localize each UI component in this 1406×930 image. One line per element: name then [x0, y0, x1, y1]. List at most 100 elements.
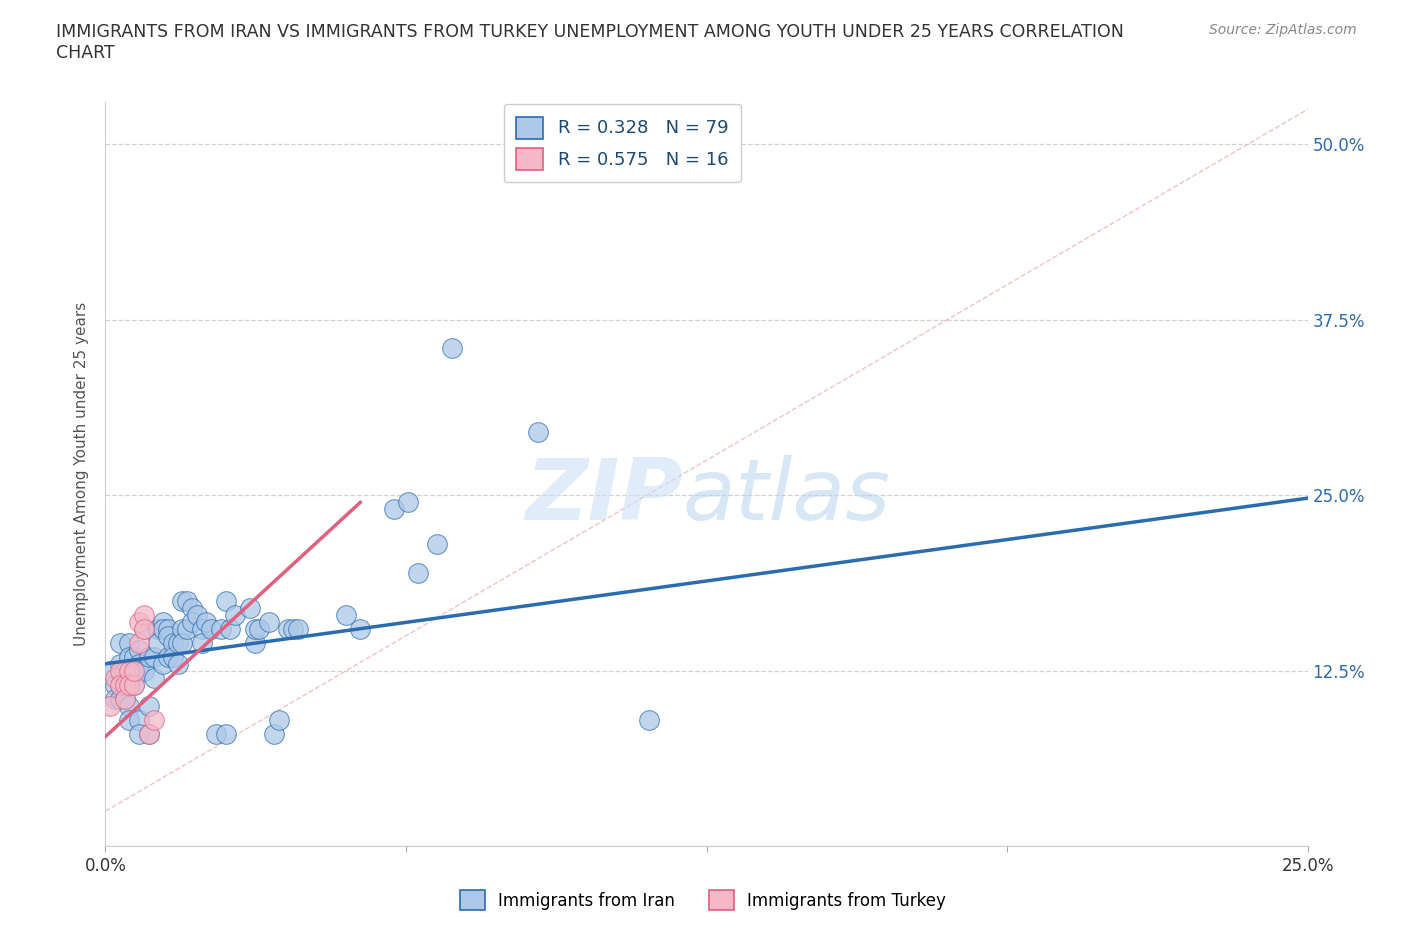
Point — [148, 635, 170, 650]
Point — [114, 692, 136, 707]
Point — [124, 677, 146, 692]
Point — [267, 712, 290, 727]
Point — [209, 621, 232, 636]
Point — [132, 621, 155, 636]
Point — [138, 726, 160, 741]
Point — [181, 600, 204, 615]
Point — [138, 726, 160, 741]
Point — [281, 621, 304, 636]
Point — [637, 712, 659, 727]
Legend: R = 0.328   N = 79, R = 0.575   N = 16: R = 0.328 N = 79, R = 0.575 N = 16 — [503, 104, 741, 182]
Point — [98, 698, 121, 713]
Point — [128, 726, 150, 741]
Point — [181, 614, 204, 629]
Point — [426, 537, 449, 551]
Point — [172, 593, 194, 608]
Point — [166, 635, 188, 650]
Point — [114, 663, 136, 678]
Point — [176, 621, 198, 636]
Point — [205, 726, 228, 741]
Point — [166, 657, 188, 671]
Point — [128, 712, 150, 727]
Point — [108, 677, 131, 692]
Point — [128, 663, 150, 678]
Point — [349, 621, 371, 636]
Point — [138, 698, 160, 713]
Point — [132, 663, 155, 678]
Text: ZIP: ZIP — [524, 455, 682, 538]
Y-axis label: Unemployment Among Youth under 25 years: Unemployment Among Youth under 25 years — [75, 302, 90, 646]
Point — [148, 621, 170, 636]
Point — [132, 607, 155, 622]
Point — [118, 712, 141, 727]
Point — [142, 712, 165, 727]
Point — [104, 671, 127, 685]
Point — [124, 677, 146, 692]
Point — [243, 621, 266, 636]
Point — [114, 677, 136, 692]
Point — [128, 614, 150, 629]
Point — [114, 677, 136, 692]
Point — [243, 635, 266, 650]
Point — [118, 677, 141, 692]
Point — [108, 663, 131, 678]
Point — [124, 649, 146, 664]
Point — [156, 649, 179, 664]
Point — [114, 692, 136, 707]
Point — [108, 677, 131, 692]
Point — [118, 663, 141, 678]
Point — [108, 635, 131, 650]
Text: CHART: CHART — [56, 44, 115, 61]
Point — [190, 621, 212, 636]
Point — [118, 677, 141, 692]
Point — [138, 649, 160, 664]
Point — [152, 614, 174, 629]
Point — [263, 726, 285, 741]
Point — [128, 635, 150, 650]
Point — [277, 621, 299, 636]
Point — [190, 635, 212, 650]
Point — [118, 649, 141, 664]
Point — [108, 692, 131, 707]
Point — [287, 621, 309, 636]
Point — [142, 671, 165, 685]
Text: Source: ZipAtlas.com: Source: ZipAtlas.com — [1209, 23, 1357, 37]
Point — [142, 649, 165, 664]
Point — [118, 635, 141, 650]
Point — [224, 607, 246, 622]
Point — [195, 614, 218, 629]
Point — [200, 621, 222, 636]
Point — [335, 607, 357, 622]
Point — [118, 698, 141, 713]
Point — [128, 657, 150, 671]
Point — [176, 593, 198, 608]
Legend: Immigrants from Iran, Immigrants from Turkey: Immigrants from Iran, Immigrants from Tu… — [454, 884, 952, 917]
Point — [257, 614, 280, 629]
Point — [104, 692, 127, 707]
Point — [527, 425, 550, 440]
Point — [152, 657, 174, 671]
Point — [132, 621, 155, 636]
Point — [219, 621, 242, 636]
Point — [152, 621, 174, 636]
Point — [98, 663, 121, 678]
Point — [172, 621, 194, 636]
Point — [162, 649, 184, 664]
Point — [247, 621, 270, 636]
Point — [156, 621, 179, 636]
Point — [214, 593, 236, 608]
Point — [440, 340, 463, 355]
Point — [108, 657, 131, 671]
Point — [396, 495, 419, 510]
Point — [124, 663, 146, 678]
Point — [172, 635, 194, 650]
Text: IMMIGRANTS FROM IRAN VS IMMIGRANTS FROM TURKEY UNEMPLOYMENT AMONG YOUTH UNDER 25: IMMIGRANTS FROM IRAN VS IMMIGRANTS FROM … — [56, 23, 1125, 41]
Point — [128, 643, 150, 658]
Point — [162, 635, 184, 650]
Point — [124, 663, 146, 678]
Point — [406, 565, 429, 580]
Point — [186, 607, 208, 622]
Point — [156, 629, 179, 644]
Point — [104, 677, 127, 692]
Point — [382, 502, 405, 517]
